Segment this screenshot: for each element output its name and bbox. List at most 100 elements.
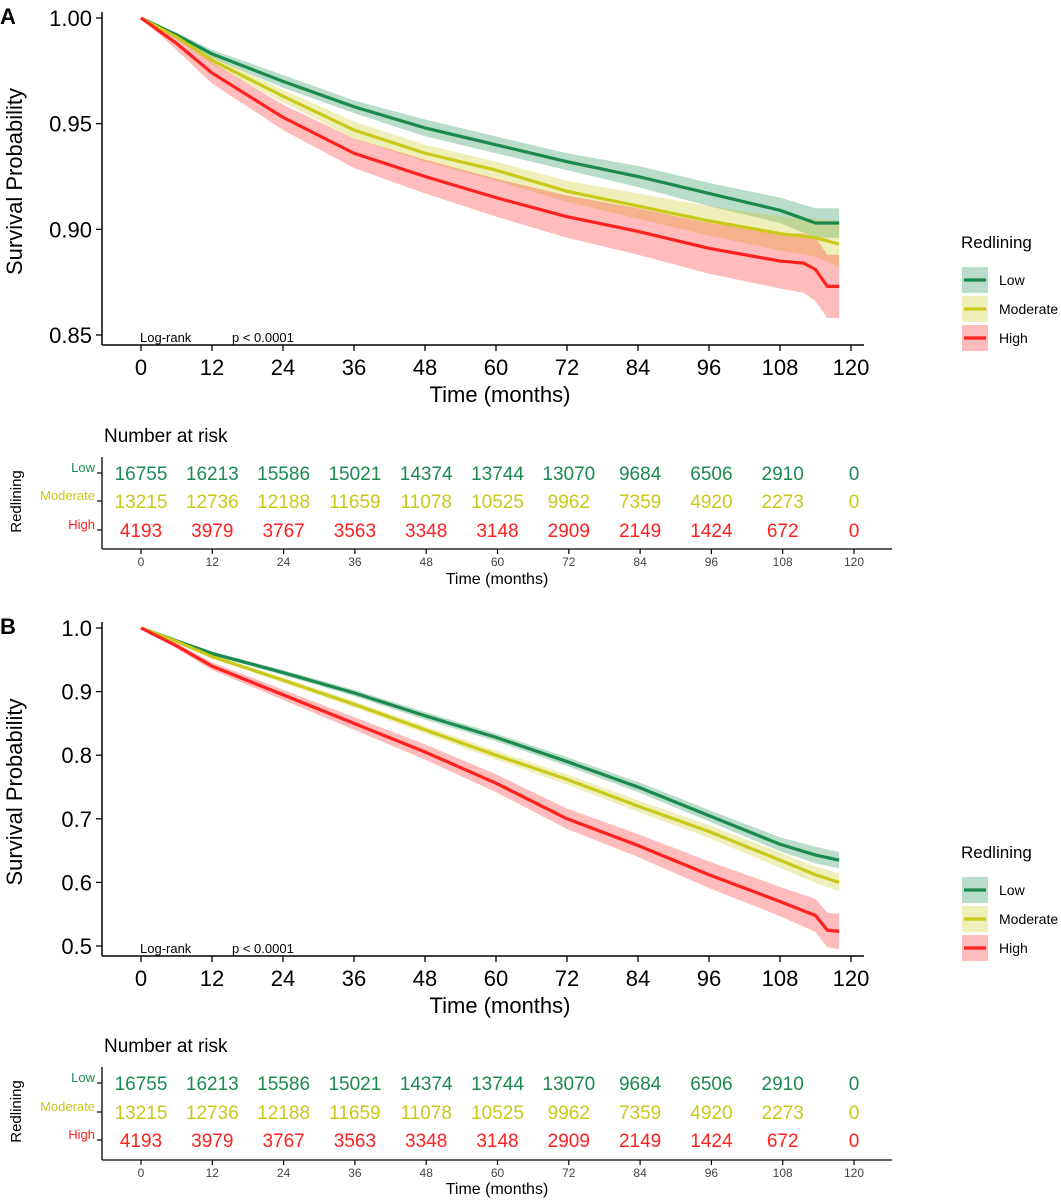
- risk-count: 9962: [548, 492, 590, 513]
- risk-count: 4920: [690, 492, 732, 513]
- risk-x-axis-title: Time (months): [446, 1181, 549, 1198]
- risk-count: 6506: [690, 1074, 732, 1095]
- x-tick-label: 96: [697, 966, 721, 991]
- risk-count: 11078: [400, 492, 451, 513]
- risk-x-tick-label: 48: [420, 1166, 434, 1180]
- risk-x-tick-label: 120: [844, 555, 864, 569]
- risk-x-axis-title: Time (months): [446, 571, 549, 588]
- x-axis-title: Time (months): [430, 993, 571, 1018]
- risk-count: 6506: [690, 464, 732, 485]
- risk-count: 2149: [619, 521, 661, 542]
- risk-count: 15021: [328, 464, 381, 485]
- risk-count: 16213: [186, 464, 239, 485]
- legend-label-moderate: Moderate: [999, 911, 1058, 927]
- logrank-label: Log-rank: [140, 941, 192, 956]
- x-tick-label: 120: [833, 966, 870, 991]
- risk-count: 2909: [548, 521, 590, 542]
- risk-count: 3148: [476, 1131, 518, 1152]
- x-tick-label: 96: [697, 355, 721, 380]
- risk-count: 14374: [400, 464, 453, 485]
- risk-count: 10525: [471, 1103, 524, 1124]
- survival-line-moderate: [140, 626, 840, 884]
- x-tick-label: 120: [833, 355, 870, 380]
- risk-count: 13215: [115, 1103, 168, 1124]
- risk-x-tick-label: 84: [633, 1166, 647, 1180]
- risk-count: 2910: [762, 464, 804, 485]
- risk-count: 15586: [257, 464, 310, 485]
- x-tick-label: 108: [762, 966, 799, 991]
- p-value-label: p < 0.0001: [232, 941, 294, 956]
- risk-x-tick-label: 72: [562, 1166, 576, 1180]
- risk-count: 12188: [257, 492, 310, 513]
- risk-table-title: Number at risk: [104, 1036, 228, 1057]
- y-axis-title: Survival Probability: [2, 88, 27, 275]
- risk-x-tick-label: 120: [844, 1166, 864, 1180]
- risk-count: 7359: [619, 492, 661, 513]
- risk-count: 11659: [329, 492, 380, 513]
- risk-count: 4920: [690, 1103, 732, 1124]
- legend-label-high: High: [999, 330, 1028, 346]
- panel-label: B: [0, 614, 16, 639]
- x-tick-label: 24: [271, 966, 295, 991]
- ci-band-high: [141, 18, 840, 319]
- y-axis-title: Survival Probability: [2, 698, 27, 885]
- x-tick-label: 48: [413, 355, 437, 380]
- risk-x-tick-label: 0: [138, 555, 145, 569]
- x-tick-label: 36: [342, 966, 366, 991]
- risk-x-tick-label: 24: [277, 1166, 291, 1180]
- risk-count: 7359: [619, 1103, 661, 1124]
- risk-count: 0: [849, 1103, 860, 1124]
- risk-count: 2273: [762, 492, 804, 513]
- x-tick-label: 60: [484, 355, 508, 380]
- risk-count: 13215: [115, 492, 168, 513]
- risk-count: 1424: [690, 1131, 733, 1152]
- panel-a: A0.850.900.951.000 12 24 36 48 60 72 84 96 108 120…: [0, 4, 1058, 588]
- x-tick-label: 84: [626, 355, 650, 380]
- risk-count: 3148: [476, 521, 518, 542]
- legend-title: Redlining: [961, 843, 1032, 862]
- risk-count: 13744: [471, 464, 524, 485]
- risk-x-tick-label: 36: [348, 555, 362, 569]
- x-tick-label: 48: [413, 966, 437, 991]
- x-axis-title: Time (months): [430, 382, 571, 407]
- risk-x-tick-label: 84: [633, 555, 647, 569]
- risk-count: 2909: [548, 1131, 590, 1152]
- risk-count: 15586: [257, 1074, 310, 1095]
- risk-count: 13744: [471, 1074, 524, 1095]
- risk-row-label-high: High: [68, 517, 95, 532]
- risk-count: 2273: [762, 1103, 804, 1124]
- risk-count: 11659: [329, 1103, 380, 1124]
- legend-label-low: Low: [999, 272, 1026, 288]
- risk-count: 4193: [120, 521, 162, 542]
- y-tick-label: 0.7: [61, 807, 92, 832]
- y-tick-label: 0.8: [61, 743, 92, 768]
- risk-count: 14374: [400, 1074, 453, 1095]
- x-tick-label: 108: [762, 355, 799, 380]
- survival-line-moderate: [140, 16, 840, 246]
- risk-count: 0: [849, 1131, 860, 1152]
- risk-row-label-moderate: Moderate: [40, 1099, 95, 1114]
- risk-count: 0: [849, 1074, 860, 1095]
- risk-count: 0: [849, 464, 860, 485]
- risk-row-label-low: Low: [71, 460, 95, 475]
- risk-count: 11078: [400, 1103, 451, 1124]
- survival-line-low: [140, 16, 840, 225]
- risk-count: 16755: [115, 1074, 168, 1095]
- risk-count: 12188: [257, 1103, 310, 1124]
- survival-line-low: [140, 626, 840, 862]
- risk-x-tick-label: 36: [348, 1166, 362, 1180]
- risk-table-title: Number at risk: [104, 426, 228, 447]
- risk-strata-label: Redlining: [8, 470, 25, 533]
- risk-row-label-high: High: [68, 1127, 95, 1142]
- ci-band-high: [141, 628, 840, 950]
- risk-x-tick-label: 96: [705, 555, 719, 569]
- y-tick-label: 0.95: [49, 112, 92, 137]
- panel-b: B 0.5 0.6 0.7 0.8 0.9 1.0 0 12 24 36 48 60 72 84 96 108 1…: [0, 614, 1058, 1198]
- y-tick-label: 0.90: [49, 217, 92, 242]
- risk-count: 4193: [120, 1131, 162, 1152]
- x-tick-label: 0: [135, 355, 147, 380]
- risk-x-tick-label: 96: [705, 1166, 719, 1180]
- risk-strata-label: Redlining: [8, 1080, 25, 1143]
- risk-x-tick-label: 0: [138, 1166, 145, 1180]
- panel-label: A: [0, 4, 16, 29]
